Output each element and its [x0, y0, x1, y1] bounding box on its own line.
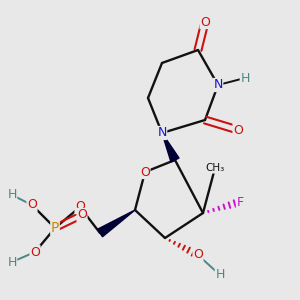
Text: N: N: [157, 127, 167, 140]
Text: O: O: [200, 16, 210, 28]
Text: N: N: [213, 79, 223, 92]
Text: O: O: [75, 200, 85, 214]
Text: H: H: [240, 71, 250, 85]
Polygon shape: [98, 210, 135, 237]
Text: H: H: [215, 268, 225, 281]
Text: O: O: [27, 199, 37, 212]
Text: O: O: [30, 245, 40, 259]
Text: H: H: [7, 188, 17, 202]
Text: CH₃: CH₃: [206, 163, 225, 173]
Text: O: O: [193, 248, 203, 262]
Polygon shape: [162, 133, 179, 162]
Text: F: F: [236, 196, 244, 208]
Text: O: O: [140, 166, 150, 178]
Text: P: P: [51, 221, 59, 235]
Text: O: O: [233, 124, 243, 136]
Text: O: O: [77, 208, 87, 221]
Text: H: H: [7, 256, 17, 268]
